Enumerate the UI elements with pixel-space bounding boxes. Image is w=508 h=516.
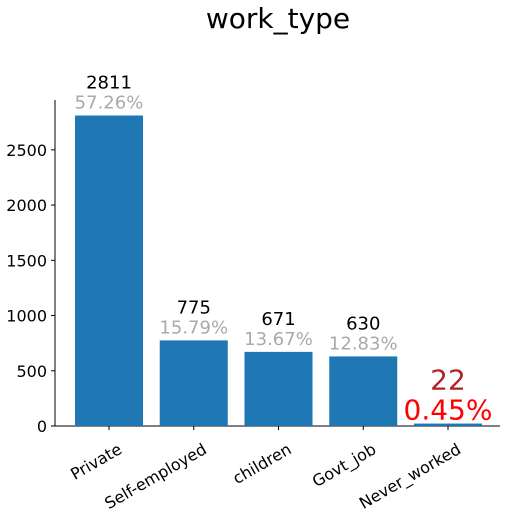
bar-never-worked: [414, 423, 482, 426]
bar-count-label: 775: [177, 297, 211, 318]
y-tick-label: 1500: [6, 251, 47, 270]
y-axis: 0 500 1000 1500 2000 2500: [6, 100, 56, 436]
bar-count-label: 22: [430, 364, 466, 397]
bar-self-employed: [159, 340, 228, 426]
bar-percent-label: 12.83%: [329, 333, 398, 354]
x-tick-label: Private: [67, 439, 125, 483]
bars: [75, 115, 482, 426]
bar-percent-label: 57.26%: [75, 93, 144, 114]
x-tick-label: Govt_job: [309, 439, 380, 491]
bar-count-label: 2811: [86, 73, 132, 94]
x-tick-label: children: [229, 439, 294, 488]
y-tick-label: 2500: [6, 141, 47, 160]
y-tick-label: 2000: [6, 196, 47, 215]
bar-count-label: 630: [346, 313, 380, 334]
y-tick-label: 0: [37, 417, 47, 436]
y-tick-label: 1000: [6, 307, 47, 326]
bar-percent-label: 0.45%: [404, 394, 493, 427]
bar-private: [75, 115, 143, 426]
bar-count-label: 671: [261, 309, 295, 330]
y-tick-label: 500: [16, 362, 47, 381]
chart-title: work_type: [205, 2, 351, 35]
bar-children: [244, 351, 313, 426]
bar-percent-label: 15.79%: [159, 317, 228, 338]
bar-govt-job: [329, 356, 398, 426]
bar-percent-label: 13.67%: [244, 329, 313, 350]
